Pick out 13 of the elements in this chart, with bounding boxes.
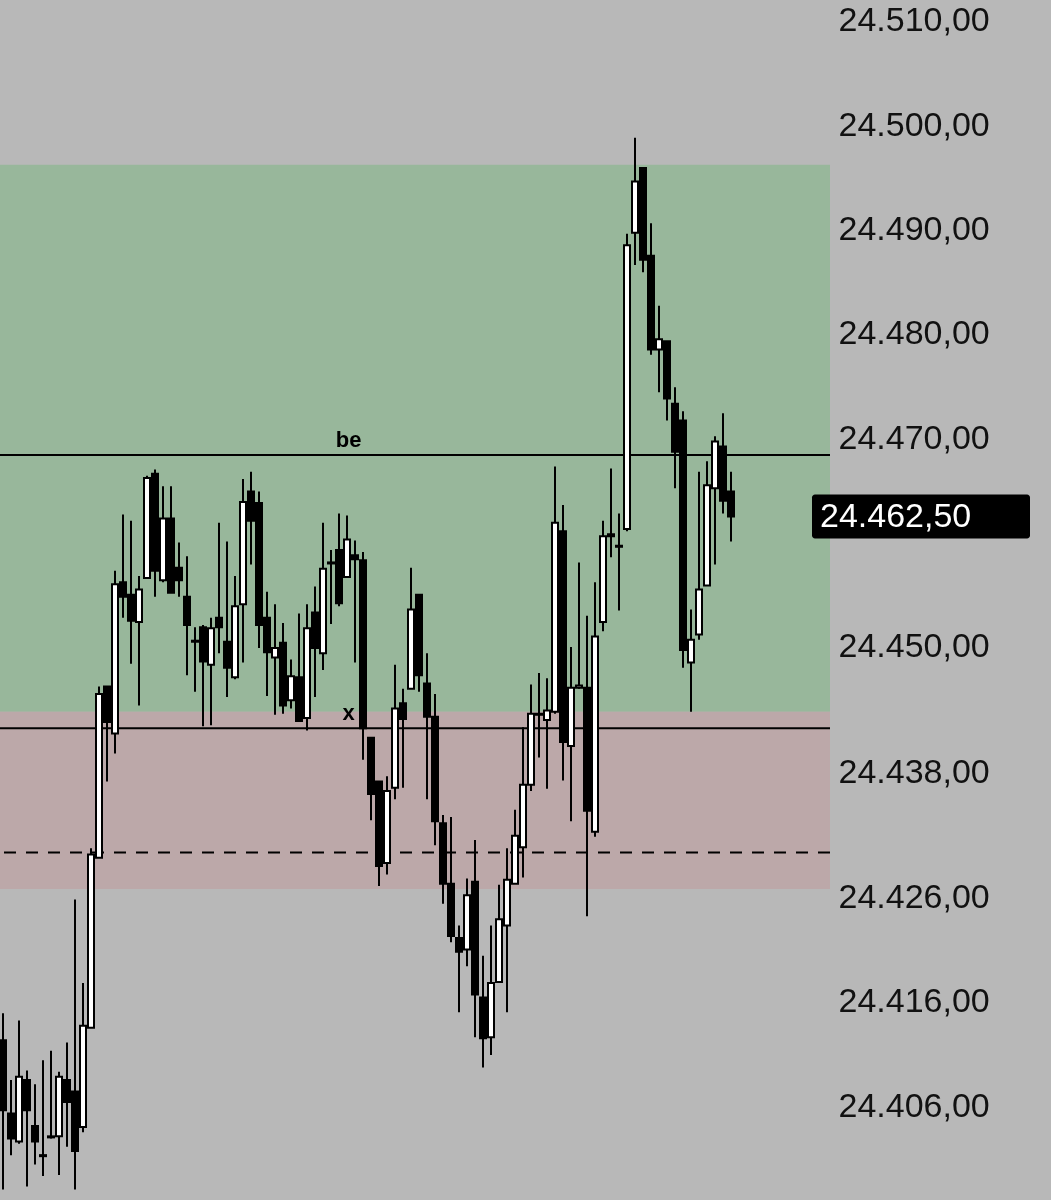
y-tick-label: 24.406,00 — [838, 1085, 990, 1124]
y-tick-label: 24.480,00 — [838, 313, 990, 352]
y-tick-label: 24.500,00 — [838, 104, 990, 143]
annotation: 24.462,50 — [820, 495, 972, 534]
y-tick-label: 24.450,00 — [838, 626, 990, 665]
y-tick-label: 24.470,00 — [838, 417, 990, 456]
y-tick-label: 24.416,00 — [838, 981, 990, 1020]
y-tick-label: 24.490,00 — [838, 209, 990, 248]
y-tick-label: 24.438,00 — [838, 751, 990, 790]
ref-line-label: x — [342, 700, 356, 726]
ref-line-label: be — [335, 426, 362, 452]
y-tick-label: 24.510,00 — [838, 0, 990, 39]
y-tick-label: 24.426,00 — [838, 876, 990, 915]
